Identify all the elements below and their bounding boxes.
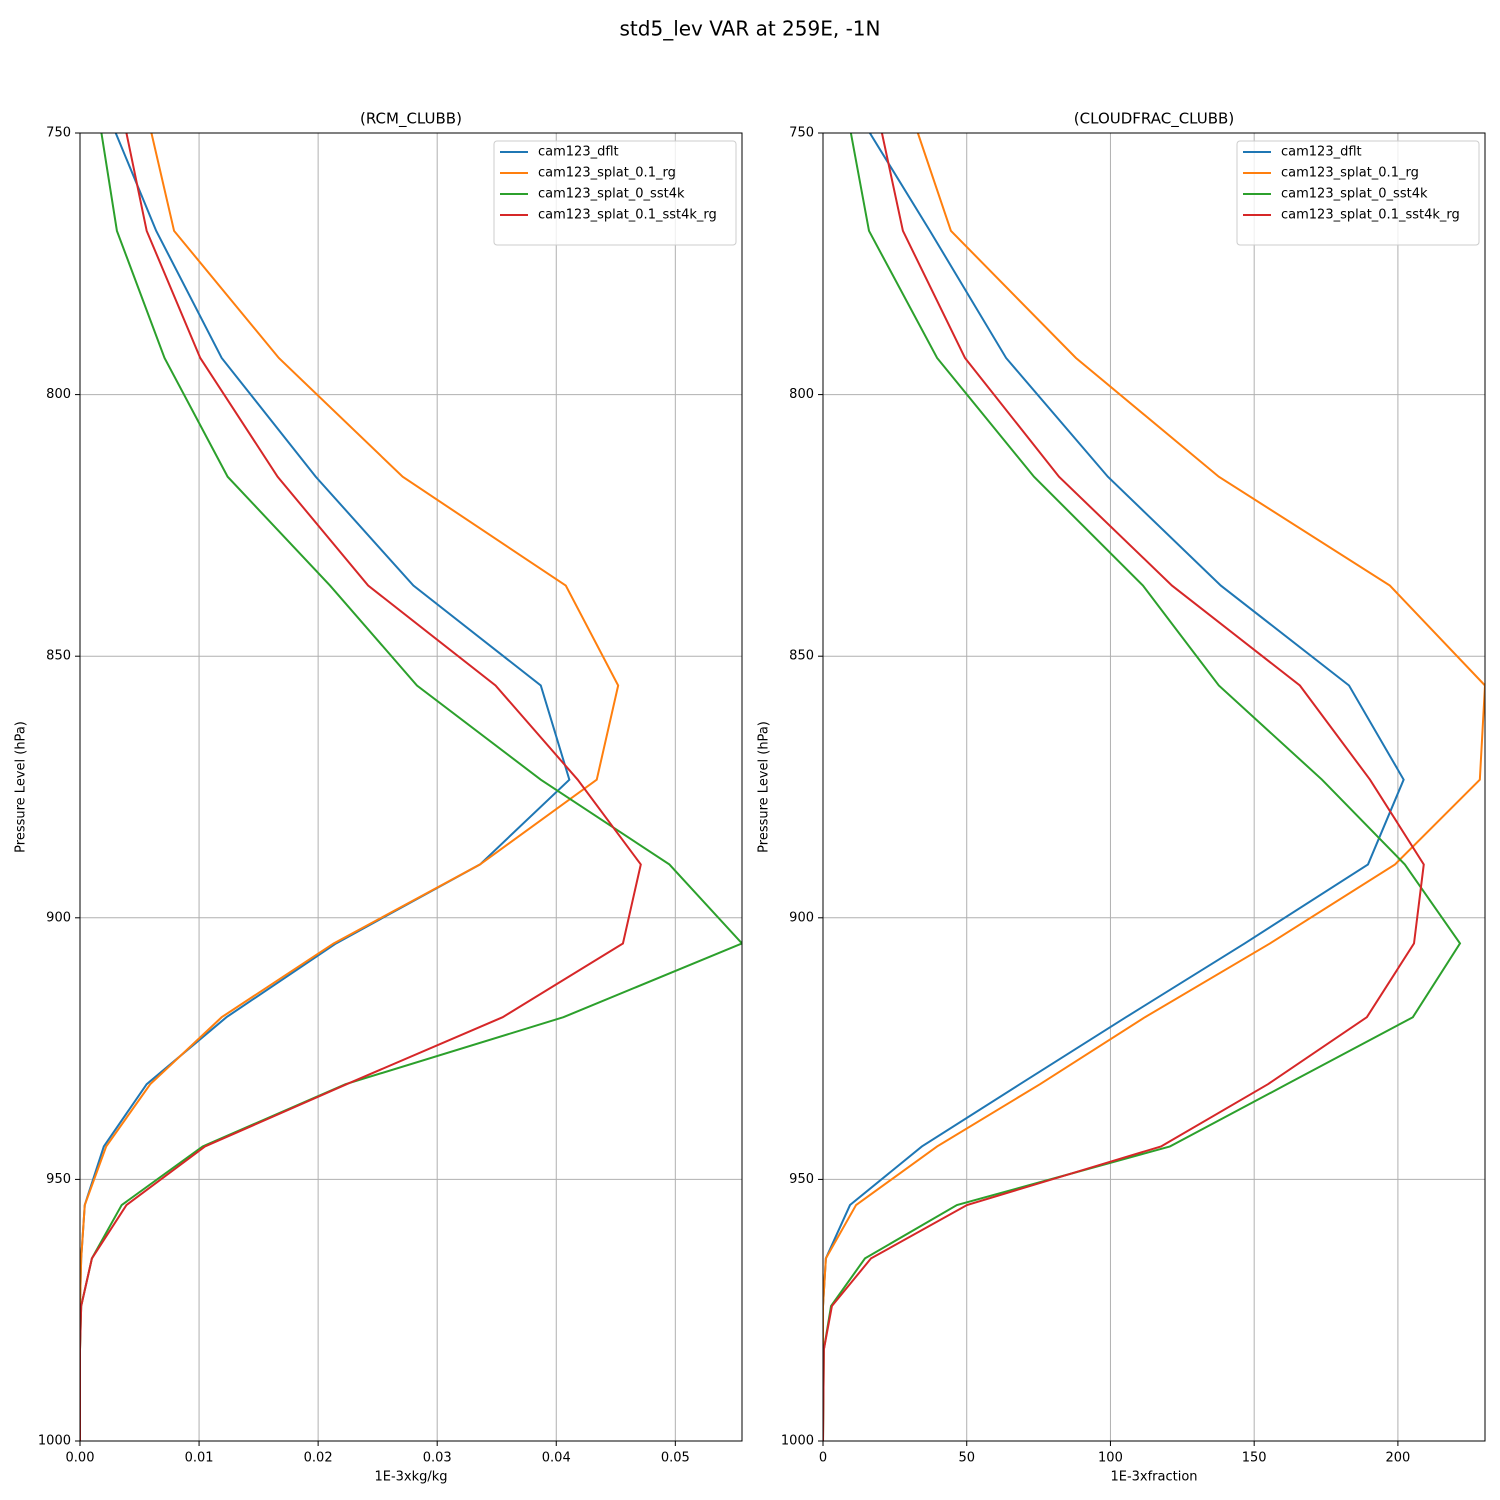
axes-frame: [822, 132, 1486, 1442]
series-line: [80, 133, 642, 1441]
legend-label: cam123_splat_0.1_sst4k_rg: [1281, 208, 1460, 223]
legend-label: cam123_splat_0.1_rg: [538, 166, 676, 181]
x-tick-label: 0: [819, 1451, 827, 1466]
figure-title: std5_lev VAR at 259E, -1N: [620, 17, 881, 41]
legend-label: cam123_splat_0_sst4k: [538, 187, 685, 202]
x-tick-label: 200: [1385, 1451, 1410, 1466]
x-axis-label: 1E-3xkg/kg: [374, 1470, 447, 1485]
series-line: [823, 133, 1425, 1441]
legend-label: cam123_splat_0.1_rg: [1281, 166, 1419, 181]
y-tick-label: 1000: [38, 1434, 71, 1449]
subplot: (RCM_CLUBB) 1E-3xkg/kg Pressure Level (hPa…: [14, 110, 743, 1485]
y-tick-label: 1000: [781, 1434, 814, 1449]
series-line: [80, 133, 620, 1441]
series-line: [823, 133, 1485, 1441]
x-tick-label: 50: [958, 1451, 975, 1466]
series-line: [823, 133, 1405, 1441]
legend-box: [493, 140, 737, 246]
legend: cam123_dflt cam123_splat_0.1_rg cam123_spl…: [1236, 140, 1480, 246]
x-tick-label: 150: [1242, 1451, 1267, 1466]
axes-frame: [79, 132, 743, 1442]
x-tick-label: 100: [1098, 1451, 1123, 1466]
x-axis-label: 1E-3xfraction: [1110, 1470, 1197, 1485]
x-tick-label: 0.01: [185, 1451, 214, 1466]
legend: cam123_dflt cam123_splat_0.1_rg cam123_spl…: [493, 140, 737, 246]
x-tick-label: 0.00: [66, 1451, 95, 1466]
x-tick-label: 0.04: [542, 1451, 571, 1466]
series-line: [80, 133, 742, 1441]
legend-label: cam123_dflt: [1281, 145, 1362, 160]
y-axis-label: Pressure Level (hPa): [757, 721, 772, 853]
y-tick-label: 850: [46, 649, 71, 664]
legend-label: cam123_splat_0_sst4k: [1281, 187, 1428, 202]
subplot-title: (RCM_CLUBB): [360, 110, 462, 129]
subplot: (CLOUDFRAC_CLUBB) 1E-3xfraction Pressure L…: [757, 110, 1486, 1485]
y-tick-label: 850: [789, 649, 814, 664]
legend-label: cam123_splat_0.1_sst4k_rg: [538, 208, 717, 223]
y-tick-label: 800: [789, 387, 814, 402]
y-tick-label: 800: [46, 387, 71, 402]
x-tick-label: 0.03: [423, 1451, 452, 1466]
legend-label: cam123_dflt: [538, 145, 619, 160]
y-axis-label: Pressure Level (hPa): [14, 721, 29, 853]
x-tick-label: 0.05: [661, 1451, 690, 1466]
x-tick-label: 0.02: [304, 1451, 333, 1466]
y-tick-label: 950: [46, 1172, 71, 1187]
y-tick-label: 750: [789, 126, 814, 141]
y-tick-label: 900: [46, 910, 71, 925]
y-tick-label: 950: [789, 1172, 814, 1187]
y-tick-label: 900: [789, 910, 814, 925]
y-tick-label: 750: [46, 126, 71, 141]
series-line: [823, 133, 1462, 1441]
legend-box: [1236, 140, 1480, 246]
subplot-title: (CLOUDFRAC_CLUBB): [1074, 110, 1234, 129]
